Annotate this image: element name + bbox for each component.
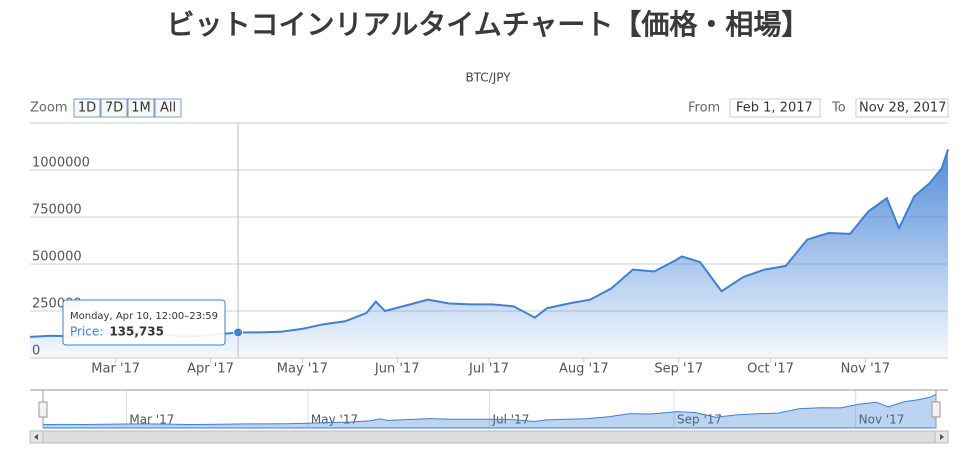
to-label: To — [831, 101, 846, 116]
tooltip-value: 135,735 — [109, 325, 164, 339]
from-input[interactable] — [729, 98, 821, 118]
to-value[interactable]: Nov 28, 2017 — [859, 101, 946, 116]
zoom-button[interactable] — [100, 98, 128, 118]
area-fill — [30, 149, 948, 358]
zoom-button[interactable] — [154, 98, 182, 118]
hover-marker — [233, 327, 244, 338]
tooltip-box — [62, 299, 226, 346]
chart-subtitle: BTC/JPY — [465, 71, 511, 85]
zoom-button-label[interactable]: All — [160, 101, 176, 116]
scrollbar-thumb[interactable] — [42, 430, 936, 444]
x-tick-label: Jul '17 — [468, 362, 509, 377]
x-tick-label: Aug '17 — [559, 362, 609, 377]
x-tick-label: Oct '17 — [747, 362, 794, 377]
zoom-button-label[interactable]: 1M — [131, 101, 151, 116]
zoom-label: Zoom — [30, 101, 67, 116]
zoom-button[interactable] — [127, 98, 155, 118]
from-label: From — [688, 101, 720, 116]
navigator-label: Nov '17 — [859, 413, 905, 427]
x-tick-label: Nov '17 — [841, 362, 891, 377]
tooltip-name: Price: — [70, 325, 103, 339]
navigator-handle[interactable] — [38, 401, 48, 418]
chart-title: ビットコインリアルタイムチャート【価格・相場】 — [167, 8, 810, 41]
from-value[interactable]: Feb 1, 2017 — [736, 101, 813, 116]
zoom-button-label[interactable]: 1D — [78, 101, 96, 116]
y-tick-label: 1000000 — [32, 156, 90, 171]
scroll-right-arrow — [940, 434, 944, 440]
tooltip-header: Monday, Apr 10, 12:00–23:59 — [70, 311, 218, 322]
x-tick-label: May '17 — [277, 362, 328, 377]
to-input[interactable] — [855, 98, 949, 118]
x-tick-label: Mar '17 — [91, 362, 140, 377]
x-tick-label: Jun '17 — [374, 362, 420, 377]
scroll-left-arrow — [34, 434, 38, 440]
y-tick-label: 500000 — [32, 250, 82, 265]
x-tick-label: Sep '17 — [654, 362, 703, 377]
y-tick-label: 750000 — [32, 203, 82, 218]
x-tick-label: Apr '17 — [187, 362, 234, 377]
navigator-area — [42, 393, 937, 429]
navigator-handle[interactable] — [931, 401, 941, 418]
zoom-button[interactable] — [73, 98, 101, 118]
zoom-button-label[interactable]: 7D — [105, 101, 123, 116]
navigator-label: Mar '17 — [129, 413, 174, 427]
